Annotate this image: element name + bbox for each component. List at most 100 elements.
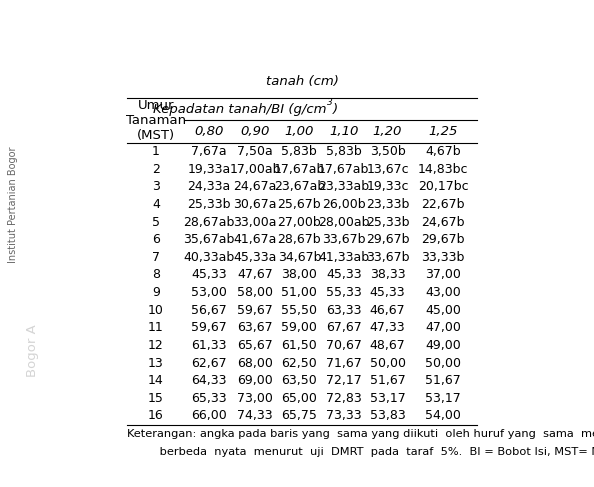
Text: 26,00b: 26,00b [322,198,365,211]
Text: 47,00: 47,00 [425,321,461,335]
Text: 65,00: 65,00 [282,392,317,405]
Text: 1,10: 1,10 [329,125,358,138]
Text: 17,00ab: 17,00ab [229,163,281,176]
Text: 7,50a: 7,50a [237,145,273,158]
Text: 14,83bc: 14,83bc [418,163,469,176]
Text: 30,67a: 30,67a [233,198,277,211]
Text: 0,80: 0,80 [194,125,223,138]
Text: 38,33: 38,33 [369,268,405,281]
Text: Keterangan: angka pada baris yang  sama yang diikuti  oleh huruf yang  sama  men: Keterangan: angka pada baris yang sama y… [127,430,594,439]
Text: 22,67b: 22,67b [422,198,465,211]
Text: 33,67b: 33,67b [366,251,409,264]
Text: 50,00: 50,00 [369,356,406,370]
Text: 1,00: 1,00 [285,125,314,138]
Text: 17,67ab: 17,67ab [274,163,325,176]
Text: 12: 12 [148,339,164,352]
Text: 51,67: 51,67 [369,374,405,387]
Text: 41,33ab: 41,33ab [318,251,369,264]
Text: 8: 8 [152,268,160,281]
Text: 34,67b: 34,67b [277,251,321,264]
Text: 19,33a: 19,33a [187,163,230,176]
Text: 73,00: 73,00 [237,392,273,405]
Text: 13: 13 [148,356,164,370]
Text: 23,33ab: 23,33ab [318,180,369,193]
Text: 45,33: 45,33 [369,286,405,299]
Text: 61,33: 61,33 [191,339,227,352]
Text: 1: 1 [152,145,160,158]
Text: 14: 14 [148,374,164,387]
Text: 15: 15 [148,392,164,405]
Text: 41,67a: 41,67a [233,233,277,246]
Text: 65,67: 65,67 [237,339,273,352]
Text: 5: 5 [152,216,160,228]
Text: 28,00ab: 28,00ab [318,216,369,228]
Text: 7: 7 [152,251,160,264]
Text: 54,00: 54,00 [425,410,461,423]
Text: 71,67: 71,67 [326,356,362,370]
Text: 45,33: 45,33 [326,268,362,281]
Text: 24,67a: 24,67a [233,180,277,193]
Text: ): ) [333,103,338,115]
Text: 49,00: 49,00 [425,339,461,352]
Text: 23,67ab: 23,67ab [274,180,325,193]
Text: 62,50: 62,50 [282,356,317,370]
Text: 64,33: 64,33 [191,374,227,387]
Text: 63,67: 63,67 [237,321,273,335]
Text: 20,17bc: 20,17bc [418,180,469,193]
Text: 25,33b: 25,33b [366,216,409,228]
Text: 72,83: 72,83 [326,392,362,405]
Text: 4,67b: 4,67b [425,145,461,158]
Text: 55,50: 55,50 [282,304,317,317]
Text: 33,33b: 33,33b [422,251,465,264]
Text: 23,33b: 23,33b [366,198,409,211]
Text: 47,33: 47,33 [369,321,405,335]
Text: 37,00: 37,00 [425,268,461,281]
Text: 17,67ab: 17,67ab [318,163,369,176]
Text: 67,67: 67,67 [326,321,362,335]
Text: 25,67b: 25,67b [277,198,321,211]
Text: 56,67: 56,67 [191,304,227,317]
Text: 51,00: 51,00 [282,286,317,299]
Text: 9: 9 [152,286,160,299]
Text: 40,33ab: 40,33ab [184,251,235,264]
Text: 29,67b: 29,67b [422,233,465,246]
Text: 53,83: 53,83 [369,410,405,423]
Text: 27,00b: 27,00b [277,216,321,228]
Text: 13,67c: 13,67c [366,163,409,176]
Text: 43,00: 43,00 [425,286,461,299]
Text: 5,83b: 5,83b [326,145,362,158]
Text: 35,67ab: 35,67ab [183,233,235,246]
Text: Institut Pertanian Bogor: Institut Pertanian Bogor [8,146,18,263]
Text: 69,00: 69,00 [237,374,273,387]
Text: 59,67: 59,67 [191,321,227,335]
Text: 74,33: 74,33 [237,410,273,423]
Text: 53,00: 53,00 [191,286,227,299]
Text: 73,33: 73,33 [326,410,362,423]
Text: 45,33: 45,33 [191,268,227,281]
Text: 55,33: 55,33 [326,286,362,299]
Text: 53,17: 53,17 [369,392,405,405]
Text: 10: 10 [148,304,164,317]
Text: 59,67: 59,67 [237,304,273,317]
Text: 47,67: 47,67 [237,268,273,281]
Text: 5,83b: 5,83b [282,145,317,158]
Text: 58,00: 58,00 [237,286,273,299]
Text: 48,67: 48,67 [369,339,405,352]
Text: 16: 16 [148,410,164,423]
Text: 61,50: 61,50 [282,339,317,352]
Text: 28,67ab: 28,67ab [183,216,235,228]
Text: Umur
Tanaman
(MST): Umur Tanaman (MST) [126,99,186,142]
Text: 28,67b: 28,67b [277,233,321,246]
Text: 0,90: 0,90 [240,125,270,138]
Text: tanah (cm): tanah (cm) [266,75,339,89]
Text: 7,67a: 7,67a [191,145,227,158]
Text: 3: 3 [327,98,333,107]
Text: 59,00: 59,00 [282,321,317,335]
Text: 63,50: 63,50 [282,374,317,387]
Text: Kepadatan tanah/BI (g/cm: Kepadatan tanah/BI (g/cm [153,103,326,115]
Text: 70,67: 70,67 [326,339,362,352]
Text: 6: 6 [152,233,160,246]
Text: 65,33: 65,33 [191,392,227,405]
Text: berbeda  nyata  menurut  uji  DMRT  pada  taraf  5%.  BI = Bobot Isi, MST= Mingg: berbeda nyata menurut uji DMRT pada tara… [127,447,594,457]
Text: 24,67b: 24,67b [422,216,465,228]
